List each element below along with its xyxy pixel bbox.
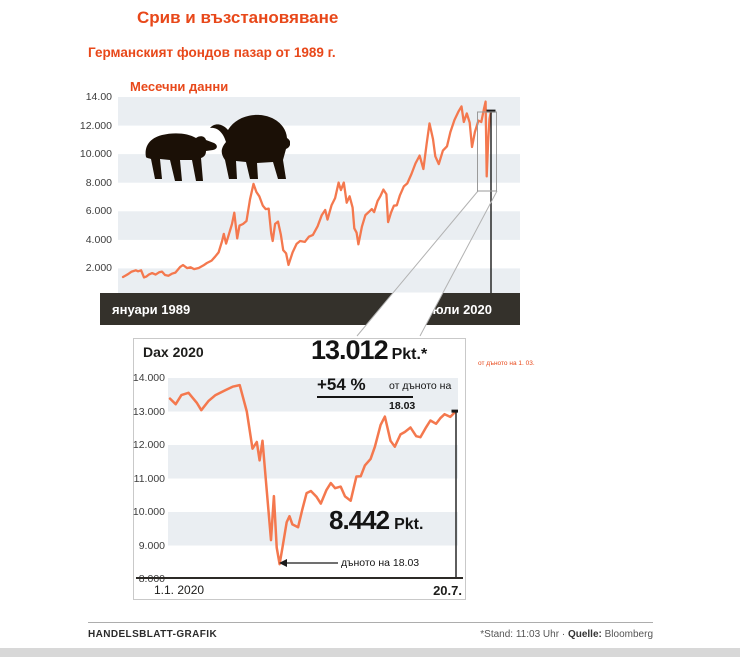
bottom-strip xyxy=(0,648,740,657)
y-tick-label: 9.000 xyxy=(138,539,165,552)
chart-2020-title: Dax 2020 xyxy=(143,344,204,360)
x-axis-band: януари 1989 юли 2020 xyxy=(100,293,520,325)
low-note: дъното на 18.03 xyxy=(341,557,420,569)
gain-date: 18.03 xyxy=(389,400,416,412)
subtitle: Германският фондов пазар от 1989 г. xyxy=(88,45,336,60)
y-tick-label: 13.000 xyxy=(132,405,165,418)
gain-underline xyxy=(317,396,413,398)
x-start-label-longterm: януари 1989 xyxy=(112,301,191,317)
low-unit: Pkt. xyxy=(394,516,424,533)
y-axis-labels-2020: 14.000 13.000 12.000 11.000 10.000 9.000 8.000 xyxy=(132,372,165,588)
y-tick-label: 12.000 xyxy=(132,439,165,451)
y-tick-label: 14.00 xyxy=(85,91,112,103)
separator-dot: · xyxy=(561,629,566,640)
y-tick-label: 8.000 xyxy=(85,176,112,189)
y-tick-label: 4.000 xyxy=(85,233,112,246)
footer-rule xyxy=(88,622,653,623)
source-value: Bloomberg xyxy=(604,629,653,640)
footer-source: *Stand: 11:03 Uhr · Quelle: Bloomberg xyxy=(480,629,653,640)
chart-2020-plot xyxy=(168,378,458,579)
bear-bull-illustration xyxy=(145,114,290,181)
chart-2020-box: Dax 2020 14.000 13.000 12.000 11.000 10.000 9… xyxy=(133,338,466,600)
x-axis-line-2020 xyxy=(136,577,463,579)
y-tick-label: 14.000 xyxy=(132,372,165,384)
y-tick-label: 6.000 xyxy=(85,205,112,218)
main-title: Срив и възстановяване xyxy=(137,8,339,27)
x-end-label-2020: 20.7. xyxy=(433,583,462,598)
side-note: от дъното на 1. 03. xyxy=(478,360,535,367)
annotation-peak: 13.012 Pkt.* xyxy=(311,335,427,366)
y-tick-label: 8.000 xyxy=(138,573,165,585)
peak-unit: Pkt.* xyxy=(391,346,428,363)
y-axis-labels-longterm: 14.00 12.000 10.000 8.000 6.000 4.000 2.000 xyxy=(58,91,112,307)
bull-icon xyxy=(210,114,290,179)
low-arrow-icon xyxy=(279,559,338,567)
x-labels-2020: 1.1. 2020 20.7. xyxy=(154,583,462,598)
low-value: 8.442 xyxy=(329,505,390,535)
y-tick-label: 11.000 xyxy=(133,472,165,485)
annotation-low: 8.442 Pkt. xyxy=(329,505,423,536)
source-label: Quelle: xyxy=(567,629,602,640)
y-tick-label: 2.000 xyxy=(85,262,112,275)
peak-value: 13.012 xyxy=(311,335,389,365)
data-frequency-label: Месечни данни xyxy=(130,79,229,94)
bear-icon xyxy=(145,133,217,181)
gain-note: от дъното на xyxy=(389,380,452,392)
y-tick-label: 10.000 xyxy=(79,148,112,161)
stand-note: *Stand: 11:03 Uhr xyxy=(480,629,560,640)
x-end-label-longterm: юли 2020 xyxy=(432,301,492,317)
y-tick-label: 10.000 xyxy=(132,506,165,518)
x-start-label-2020: 1.1. 2020 xyxy=(154,583,205,597)
y-tick-label: 12.000 xyxy=(79,119,112,132)
gain-value: +54 % xyxy=(317,375,366,394)
footer-brand: HANDELSBLATT-GRAFIK xyxy=(88,629,218,640)
